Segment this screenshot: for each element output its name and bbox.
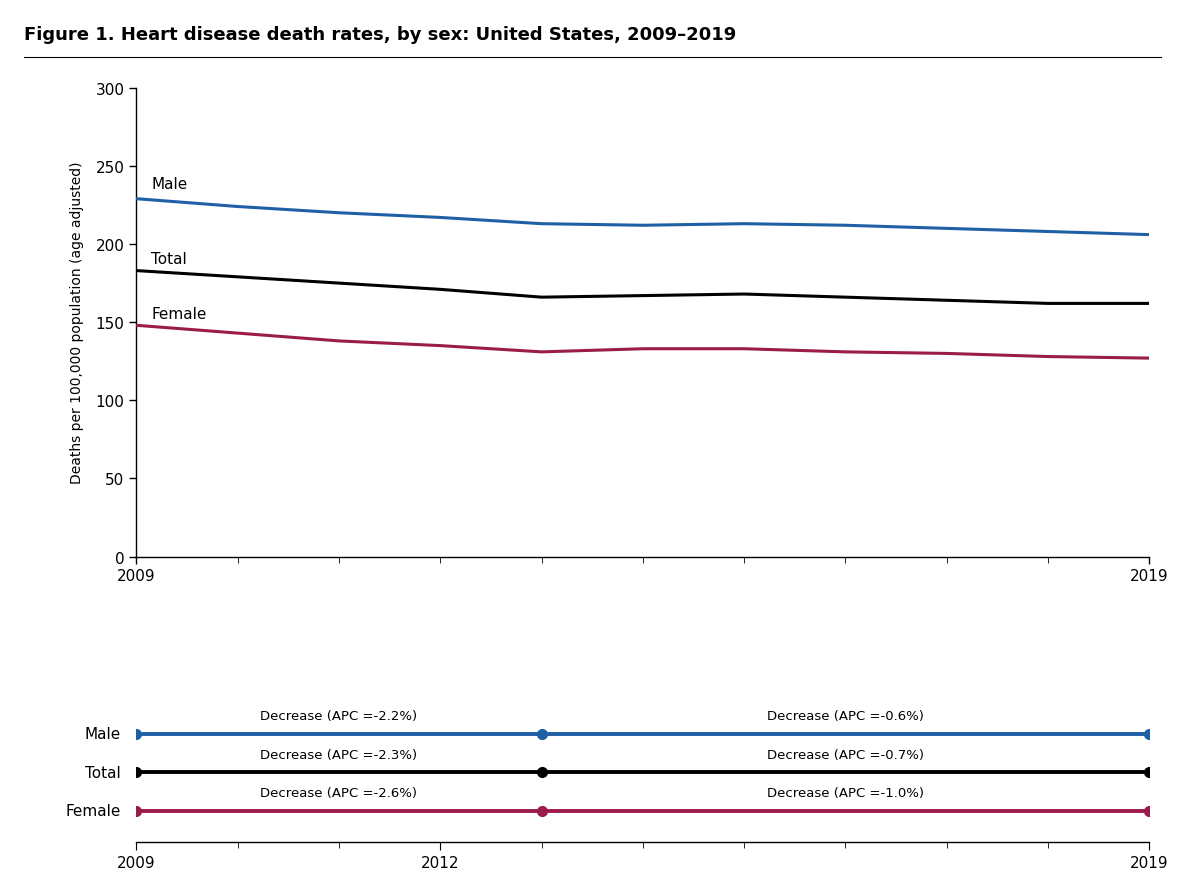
Text: Decrease (APC =-1.0%): Decrease (APC =-1.0%) [767, 787, 924, 799]
Text: Decrease (APC =-2.2%): Decrease (APC =-2.2%) [261, 710, 417, 722]
Text: Decrease (APC =-2.6%): Decrease (APC =-2.6%) [261, 787, 417, 799]
Text: Male: Male [85, 727, 121, 742]
Y-axis label: Deaths per 100,000 population (age adjusted): Deaths per 100,000 population (age adjus… [70, 162, 84, 484]
Text: Total: Total [85, 765, 121, 780]
Text: Figure 1. Heart disease death rates, by sex: United States, 2009–2019: Figure 1. Heart disease death rates, by … [24, 27, 736, 44]
Text: Male: Male [152, 176, 187, 191]
Text: Decrease (APC =-0.6%): Decrease (APC =-0.6%) [767, 710, 924, 722]
Text: Total: Total [152, 252, 187, 267]
Text: Decrease (APC =-0.7%): Decrease (APC =-0.7%) [767, 748, 924, 761]
Text: Female: Female [152, 307, 207, 322]
Text: Decrease (APC =-2.3%): Decrease (APC =-2.3%) [261, 748, 417, 761]
Text: Female: Female [65, 804, 121, 819]
